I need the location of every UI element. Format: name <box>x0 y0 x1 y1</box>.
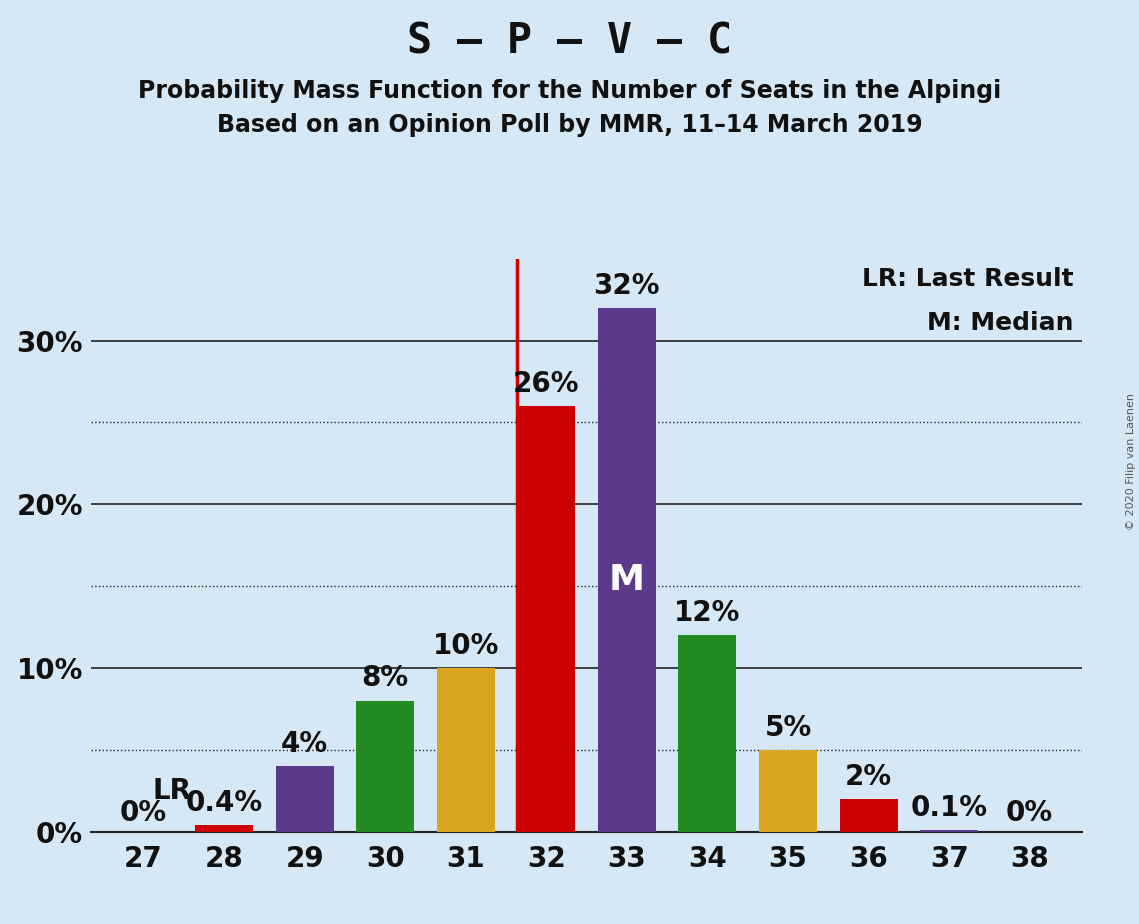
Bar <box>759 749 817 832</box>
Text: LR: Last Result: LR: Last Result <box>862 267 1074 291</box>
Text: 0%: 0% <box>1006 798 1054 827</box>
Text: LR: LR <box>153 777 191 806</box>
Text: Probability Mass Function for the Number of Seats in the Alpingi: Probability Mass Function for the Number… <box>138 79 1001 103</box>
Bar <box>517 406 575 832</box>
Bar <box>920 830 978 832</box>
Text: 8%: 8% <box>361 664 409 692</box>
Text: 5%: 5% <box>764 713 812 742</box>
Text: 12%: 12% <box>674 599 740 627</box>
Text: 32%: 32% <box>593 272 661 299</box>
Text: © 2020 Filip van Laenen: © 2020 Filip van Laenen <box>1125 394 1136 530</box>
Bar <box>276 766 334 832</box>
Bar <box>195 825 253 832</box>
Text: 4%: 4% <box>281 730 328 758</box>
Bar <box>357 700 415 832</box>
Text: 0.1%: 0.1% <box>910 794 988 821</box>
Text: S – P – V – C: S – P – V – C <box>407 20 732 62</box>
Text: 0%: 0% <box>120 798 167 827</box>
Bar <box>839 799 898 832</box>
Bar <box>436 668 494 832</box>
Text: 2%: 2% <box>845 762 892 791</box>
Text: 26%: 26% <box>513 370 580 398</box>
Bar <box>598 308 656 832</box>
Text: M: M <box>609 564 645 597</box>
Text: 10%: 10% <box>433 632 499 660</box>
Text: Based on an Opinion Poll by MMR, 11–14 March 2019: Based on an Opinion Poll by MMR, 11–14 M… <box>216 113 923 137</box>
Bar <box>679 635 737 832</box>
Text: M: Median: M: Median <box>927 311 1074 335</box>
Text: 0.4%: 0.4% <box>186 789 263 817</box>
